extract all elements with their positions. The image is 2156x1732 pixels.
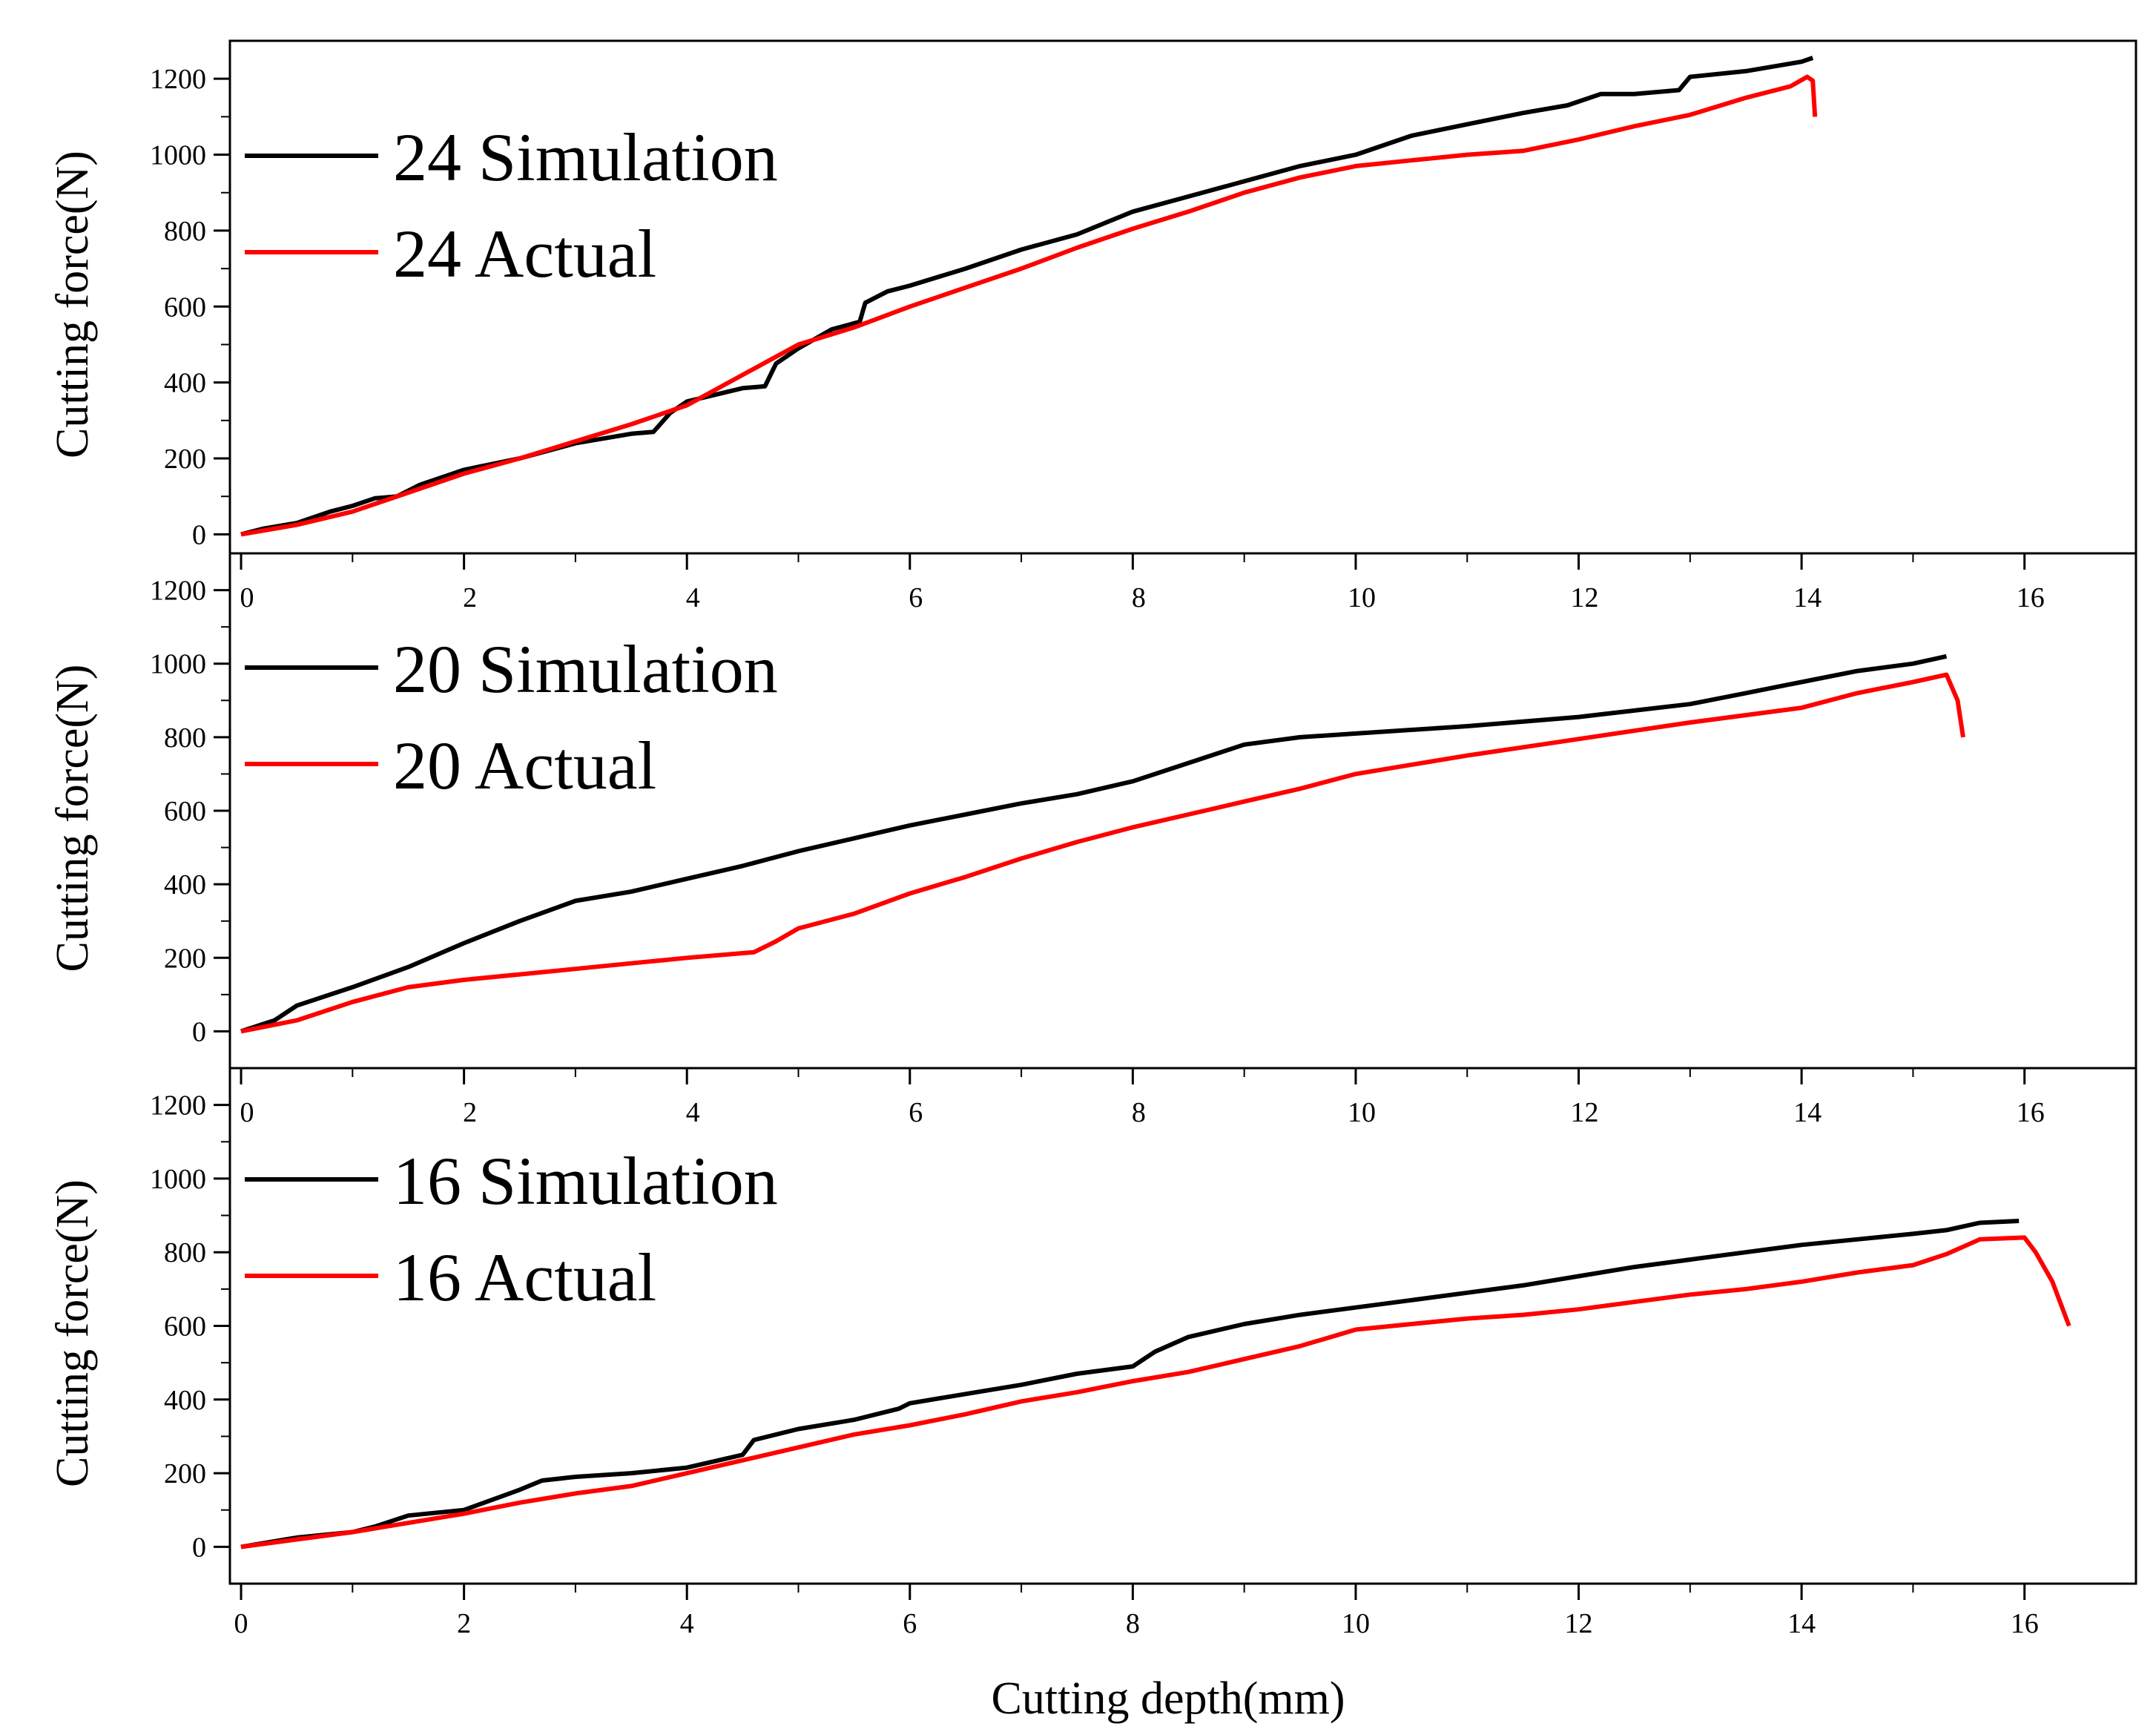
series-line-24-simulation xyxy=(240,56,1814,537)
series-line-16-simulation xyxy=(240,1219,2020,1550)
chart-panel-2: 0 200 400 600 800 1000 1200 0 2 4 6 8 10 12 14 16 Cuttin… xyxy=(47,552,2137,1084)
y-tick-label: 1000 xyxy=(150,1164,206,1195)
y-tick-label: 800 xyxy=(164,1237,206,1268)
y-tick-label: 400 xyxy=(164,368,206,399)
x-tick-label: 6 xyxy=(909,1097,923,1128)
x-tick-label: 2 xyxy=(457,1608,471,1639)
x-tick-label: 10 xyxy=(1348,582,1376,613)
y-tick-label: 0 xyxy=(192,1532,206,1563)
y-tick-label: 1000 xyxy=(150,649,206,680)
y-axis-title: Cutting force(N) xyxy=(47,1179,98,1487)
plot-frame xyxy=(228,39,2137,555)
x-tick-label: 0 xyxy=(240,1097,254,1128)
y-tick-label: 600 xyxy=(164,796,206,827)
y-axis-title: Cutting force(N) xyxy=(47,151,98,458)
x-tick-label: 8 xyxy=(1132,582,1146,613)
y-tick-label: 800 xyxy=(164,216,206,247)
x-tick-label: 12 xyxy=(1565,1608,1593,1639)
x-tick-label: 0 xyxy=(240,582,254,613)
legend-label: 24 Simulation xyxy=(393,119,778,195)
x-tick-label: 12 xyxy=(1571,1097,1599,1128)
y-tick-label: 400 xyxy=(164,869,206,900)
y-tick-label: 600 xyxy=(164,1311,206,1343)
x-tick-label: 2 xyxy=(463,582,477,613)
legend-label: 24 Actual xyxy=(393,216,656,292)
x-axis-title: Cutting depth(mm) xyxy=(991,1673,1345,1724)
y-tick-label: 200 xyxy=(164,943,206,974)
x-tick-label: 8 xyxy=(1132,1097,1146,1128)
legend-label: 16 Actual xyxy=(393,1239,656,1315)
x-tick-label: 6 xyxy=(909,582,923,613)
legend-label: 20 Simulation xyxy=(393,631,778,707)
x-tick-label: 0 xyxy=(234,1608,248,1639)
x-tick-label: 14 xyxy=(1787,1608,1816,1639)
legend-label: 16 Simulation xyxy=(393,1143,778,1219)
series-line-16-actual xyxy=(240,1235,2071,1550)
y-tick-label: 600 xyxy=(164,292,206,323)
y-tick-label: 200 xyxy=(164,444,206,475)
x-tick-label: 16 xyxy=(2011,1608,2039,1639)
x-tick-label: 10 xyxy=(1342,1608,1370,1639)
y-tick-label: 800 xyxy=(164,722,206,754)
series-line-20-actual xyxy=(240,672,1965,1034)
legend-label: 20 Actual xyxy=(393,728,656,803)
x-tick-label: 10 xyxy=(1348,1097,1376,1128)
y-tick-label: 1000 xyxy=(150,140,206,171)
y-tick-label: 200 xyxy=(164,1458,206,1489)
y-tick-label: 1200 xyxy=(150,1090,206,1122)
y-axis-title: Cutting force(N) xyxy=(47,665,98,972)
x-tick-label: 4 xyxy=(686,582,700,613)
chart-panel-1: 0 200 400 600 800 1000 1200 Cutting force(N) 24 … xyxy=(47,39,2137,570)
x-tick-label: 4 xyxy=(686,1097,700,1128)
x-tick-label: 16 xyxy=(2017,582,2045,613)
y-tick-label: 1200 xyxy=(150,576,206,607)
x-tick-label: 2 xyxy=(463,1097,477,1128)
series-line-20-simulation xyxy=(240,653,1948,1034)
y-tick-label: 0 xyxy=(192,1016,206,1047)
x-tick-label: 14 xyxy=(1793,582,1822,613)
series-line-24-actual xyxy=(240,74,1818,537)
y-tick-label: 400 xyxy=(164,1385,206,1416)
y-tick-label: 0 xyxy=(192,519,206,550)
x-tick-label: 16 xyxy=(2017,1097,2045,1128)
x-tick-label: 12 xyxy=(1571,582,1599,613)
x-tick-label: 14 xyxy=(1793,1097,1822,1128)
y-tick-label: 1200 xyxy=(150,64,206,95)
chart-panel-3: 0 200 400 600 800 1000 1200 0 2 4 6 8 10 12 14 16 0 2 4 6 8 1… xyxy=(47,1067,2137,1724)
x-tick-label: 8 xyxy=(1126,1608,1140,1639)
x-tick-label: 4 xyxy=(680,1608,694,1639)
x-tick-label: 6 xyxy=(903,1608,917,1639)
